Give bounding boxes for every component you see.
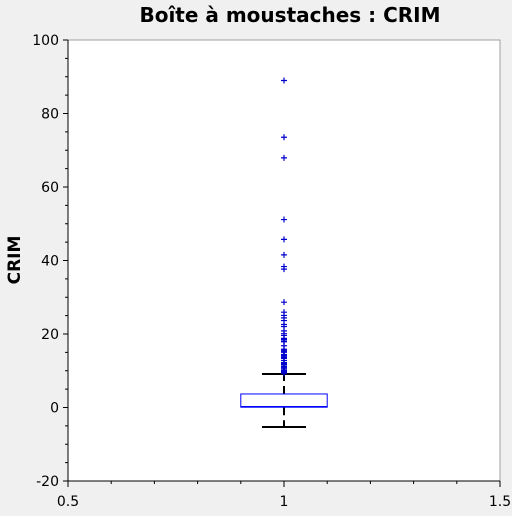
outlier-point xyxy=(281,236,287,243)
outlier-point xyxy=(281,251,287,258)
x-axis: 0.5 1 1.5 xyxy=(57,480,511,510)
chart-title: Boîte à moustaches : CRIM xyxy=(139,3,440,27)
x-tick-label: 1.5 xyxy=(489,494,511,510)
box-group xyxy=(240,393,328,408)
outlier-point xyxy=(281,370,287,377)
x-tick-label: 0.5 xyxy=(57,494,79,510)
outlier-point xyxy=(281,134,287,141)
x-tick-label: 1 xyxy=(280,494,289,510)
y-tick-label: 100 xyxy=(32,33,59,49)
outlier-point xyxy=(281,154,287,161)
outlier-point xyxy=(281,216,287,223)
outlier-point xyxy=(281,299,287,306)
outlier-point xyxy=(281,77,287,84)
y-axis-label: CRIM xyxy=(5,236,25,285)
y-tick-label: 0 xyxy=(50,401,59,417)
y-tick-label: 20 xyxy=(41,327,59,343)
outliers xyxy=(281,77,287,377)
y-tick-label: -20 xyxy=(36,474,59,490)
y-tick-label: 60 xyxy=(41,180,59,196)
y-tick-label: 80 xyxy=(41,107,59,123)
iqr-box xyxy=(240,393,328,408)
y-axis: -20 0 20 40 60 80 100 xyxy=(32,33,69,490)
y-tick-label: 40 xyxy=(41,254,59,270)
outlier-point xyxy=(281,266,287,273)
